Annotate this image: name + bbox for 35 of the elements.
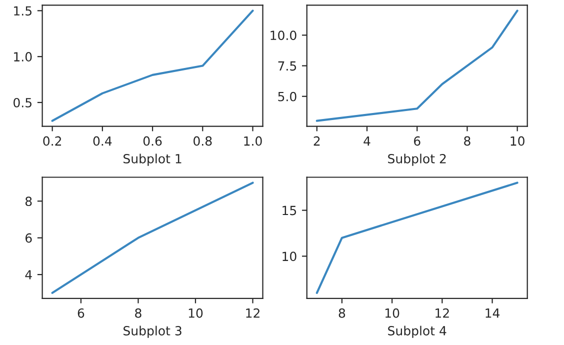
y-tick-label: 10	[282, 252, 296, 262]
y-tick-label: 5.0	[278, 92, 296, 102]
x-tick-label: 8	[135, 308, 142, 318]
x-tick-label: 6	[78, 308, 84, 318]
x-tick-label: 14	[486, 308, 500, 318]
x-tick-label: 0.2	[43, 136, 62, 146]
y-tick-label: 10.0	[270, 30, 296, 40]
x-axis-title: Subplot 3	[124, 326, 182, 338]
y-tick-label: 4	[25, 270, 32, 280]
y-tick-label: 15	[282, 206, 296, 216]
y-tick-label: 8	[25, 196, 32, 206]
x-tick-label: 10	[385, 308, 400, 318]
x-axis-title: Subplot 2	[388, 154, 446, 166]
x-tick-label: 10	[510, 136, 524, 146]
line-series	[51, 10, 254, 122]
x-tick-label: 0.6	[143, 136, 162, 146]
y-tick-label: 6	[26, 233, 32, 243]
y-tick-label: 1.0	[14, 52, 32, 62]
y-tick-label: 7.5	[278, 61, 296, 71]
x-tick-label: 12	[246, 308, 260, 318]
y-tick-label: 0.5	[14, 98, 32, 108]
x-tick-label: 12	[436, 308, 449, 318]
x-tick-label: 0.8	[194, 136, 212, 146]
x-tick-label: 6	[414, 136, 420, 146]
x-tick-label: 2	[314, 136, 320, 146]
y-tick-label: 1.5	[14, 6, 32, 16]
x-tick-label: 10	[188, 308, 203, 318]
x-tick-label: 8	[338, 308, 346, 318]
x-axis-title: Subplot 1	[124, 154, 182, 166]
x-tick-label: 1.0	[244, 136, 262, 146]
x-tick-label: 0.4	[93, 136, 112, 146]
x-tick-label: 8	[464, 136, 470, 146]
x-tick-label: 4	[364, 136, 370, 146]
x-axis-title: Subplot 4	[388, 326, 446, 338]
line-series	[316, 10, 518, 122]
